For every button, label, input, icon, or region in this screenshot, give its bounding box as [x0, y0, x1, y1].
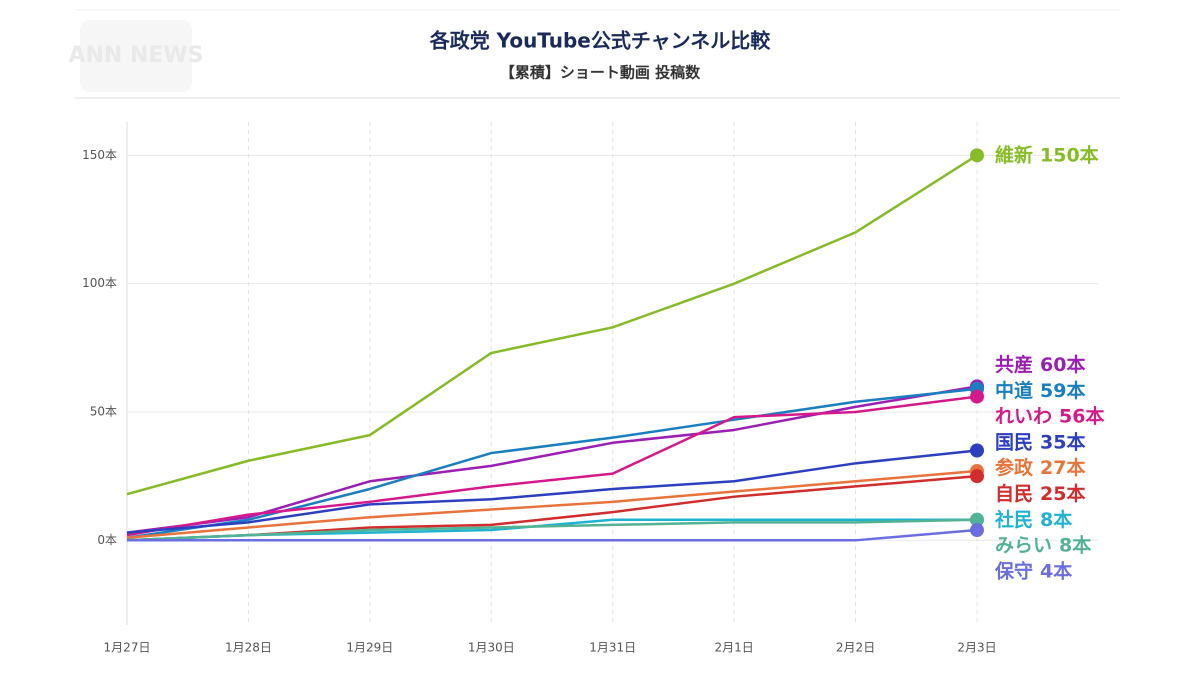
x-tick-label: 2月1日: [715, 641, 754, 655]
x-tick-label: 1月31日: [589, 641, 636, 655]
end-label: 保守 4本: [994, 559, 1072, 582]
series-name: 中道: [995, 378, 1033, 401]
x-tick-label: 1月30日: [468, 641, 515, 655]
end-marker: [970, 512, 984, 527]
x-tick-label: 2月3日: [957, 641, 996, 655]
y-tick-label: 50本: [90, 404, 117, 418]
series-line: [126, 387, 978, 539]
end-label: れいわ 56本: [995, 404, 1104, 427]
value-label: 27本: [1040, 456, 1085, 479]
value-label: 25本: [1040, 482, 1085, 505]
y-tick-label: 0本: [97, 533, 117, 547]
end-label: 共産 60本: [995, 353, 1085, 376]
y-tick-label: 100本: [82, 276, 117, 290]
series-name: 共産: [995, 353, 1033, 376]
x-tick-label: 1月27日: [104, 641, 151, 655]
logo: ANN NEWS: [68, 43, 203, 68]
end-label: 参政 27本: [995, 456, 1085, 479]
chart-subtitle: 【累積】ショート動画 投稿数: [500, 64, 701, 82]
series-line: [126, 154, 978, 496]
end-marker: [970, 469, 984, 484]
series-line: [126, 449, 978, 534]
end-marker: [970, 523, 984, 538]
end-label: 自民 25本: [995, 482, 1085, 505]
end-label: 維新 150本: [995, 143, 1099, 166]
x-tick-label: 1月29日: [346, 641, 393, 655]
value-label: 60本: [1040, 353, 1085, 376]
value-label: 35本: [1040, 430, 1085, 453]
y-tick-label: 150本: [82, 148, 117, 162]
x-tick-label: 2月2日: [836, 641, 875, 655]
logo-box: [80, 20, 192, 92]
chart-title: 各政党 YouTube公式チャンネル比較: [429, 29, 772, 53]
series-line: [126, 518, 978, 542]
series-name: みらい: [995, 534, 1052, 556]
series-line: [127, 528, 978, 542]
end-marker: [970, 443, 984, 458]
x-tick-label: 1月28日: [225, 641, 272, 655]
series-name: 国民: [995, 431, 1033, 453]
series-line: [126, 469, 978, 539]
series-line: [126, 474, 978, 542]
series-name: 自民: [995, 482, 1033, 505]
value-label: 4本: [1040, 559, 1072, 582]
series-name: 社民: [994, 507, 1033, 530]
series-name: 保守: [994, 559, 1033, 582]
value-label: 59本: [1040, 378, 1085, 401]
end-marker: [970, 148, 984, 163]
value-label: 56本: [1059, 404, 1104, 427]
end-marker: [970, 389, 984, 404]
series-name: れいわ: [995, 405, 1052, 427]
series-line: [126, 395, 978, 537]
end-label: みらい 8本: [995, 533, 1091, 556]
series-line: [126, 385, 978, 534]
value-label: 8本: [1059, 533, 1091, 556]
value-label: 150本: [1040, 143, 1099, 166]
series-name: 参政: [995, 456, 1034, 479]
end-label: 中道 59本: [995, 378, 1085, 401]
value-label: 8本: [1040, 507, 1072, 530]
end-label: 社民 8本: [994, 507, 1072, 530]
end-label: 国民 35本: [995, 430, 1085, 453]
series-name: 維新: [995, 143, 1033, 166]
